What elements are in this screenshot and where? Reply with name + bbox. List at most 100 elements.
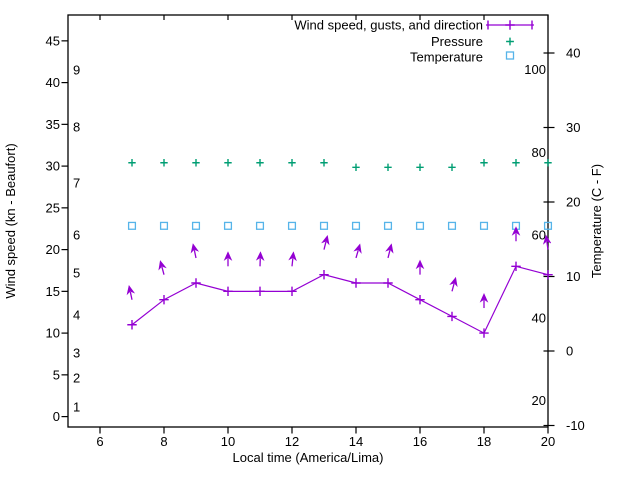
beaufort-label: 7 — [73, 176, 80, 191]
x-tick-label: 10 — [221, 434, 235, 449]
pressure-marker — [544, 159, 552, 167]
kn-tick-label: 30 — [46, 159, 60, 174]
wind-marker — [415, 295, 425, 305]
legend-label: Pressure — [431, 34, 483, 49]
c-tick-label: 10 — [566, 269, 580, 284]
wind-direction-arrow — [288, 251, 297, 267]
temperature-marker — [543, 221, 553, 230]
temperature-marker — [223, 221, 233, 230]
legend-temperature-marker — [505, 51, 515, 60]
wind-marker — [383, 278, 393, 288]
x-tick-label: 16 — [413, 434, 427, 449]
pressure-marker — [384, 163, 392, 172]
wind-direction-arrow — [190, 243, 200, 259]
wind-direction-arrow — [353, 243, 362, 259]
wind-direction-arrow — [479, 293, 489, 309]
temperature-marker — [319, 221, 329, 230]
c-tick-label: -10 — [566, 418, 585, 433]
kn-tick-label: 5 — [53, 367, 60, 382]
legend-wind-marker — [505, 20, 515, 30]
pressure-marker — [320, 159, 328, 167]
x-tick-label: 6 — [96, 434, 103, 449]
f-tick-label: 40 — [532, 310, 546, 325]
kn-tick-label: 35 — [46, 117, 60, 132]
temperature-marker — [127, 221, 137, 230]
temperature-marker — [479, 221, 489, 230]
legend-pressure-marker — [506, 37, 514, 46]
wind-direction-arrow — [542, 234, 551, 250]
wind-direction-arrow — [415, 259, 425, 275]
pressure-marker — [352, 163, 360, 172]
wind-marker — [159, 295, 169, 305]
kn-tick-label: 45 — [46, 33, 60, 48]
beaufort-label: 1 — [73, 400, 80, 415]
f-tick-label: 100 — [524, 62, 546, 77]
f-tick-label: 80 — [532, 145, 546, 160]
kn-tick-label: 0 — [53, 409, 60, 424]
wind-direction-arrow — [255, 251, 265, 267]
kn-tick-label: 20 — [46, 242, 60, 257]
beaufort-label: 5 — [73, 266, 80, 281]
pressure-marker — [128, 159, 136, 167]
left-axis-title: Wind speed (kn - Beaufort) — [3, 143, 18, 298]
wind-marker — [127, 320, 137, 330]
pressure-marker — [160, 159, 168, 167]
beaufort-label: 3 — [73, 346, 80, 361]
temperature-marker — [415, 221, 425, 230]
temperature-marker — [383, 221, 393, 230]
pressure-marker — [512, 159, 520, 167]
f-tick-label: 60 — [532, 228, 546, 243]
kn-tick-label: 10 — [46, 326, 60, 341]
beaufort-label: 8 — [73, 120, 80, 135]
wind-marker — [319, 269, 329, 280]
x-tick-label: 14 — [349, 434, 363, 449]
c-tick-label: 0 — [566, 344, 573, 359]
temperature-marker — [191, 221, 201, 230]
pressure-marker — [448, 163, 456, 172]
right-axis-title: Temperature (C - F) — [589, 164, 604, 278]
wind-direction-arrows — [126, 226, 551, 309]
legend-label: Wind speed, gusts, and direction — [294, 18, 483, 33]
wind-marker — [543, 269, 553, 280]
wind-direction-arrow — [449, 276, 458, 292]
temperature-marker — [287, 221, 297, 230]
pressure-marker — [224, 159, 232, 167]
x-axis-title: Local time (America/Lima) — [233, 450, 384, 465]
beaufort-label: 6 — [73, 228, 80, 243]
x-tick-label: 12 — [285, 434, 299, 449]
wind-direction-arrow — [321, 235, 330, 250]
kn-tick-label: 25 — [46, 200, 60, 215]
wind-marker — [255, 286, 265, 297]
legend-label: Temperature — [410, 50, 483, 65]
x-tick-label: 18 — [477, 434, 491, 449]
wind-direction-arrow — [223, 251, 233, 267]
beaufort-label: 4 — [73, 308, 80, 323]
wind-direction-arrow — [511, 226, 521, 242]
c-tick-label: 30 — [566, 120, 580, 135]
temperature-marker — [351, 221, 361, 230]
pressure-marker — [256, 159, 264, 167]
pressure-marker — [192, 159, 200, 167]
c-tick-label: 40 — [566, 46, 580, 61]
plot-border — [67, 14, 549, 428]
wind-marker — [479, 328, 489, 338]
wind-direction-arrow — [158, 260, 167, 275]
pressure-marker — [416, 163, 424, 172]
wind-marker — [511, 261, 521, 271]
kn-tick-label: 15 — [46, 284, 60, 299]
wind-direction-arrow — [385, 243, 394, 259]
wind-marker — [351, 278, 361, 288]
wind-marker — [223, 286, 233, 297]
pressure-marker — [480, 159, 488, 167]
temperature-marker — [447, 221, 457, 230]
temperature-marker — [159, 221, 169, 230]
wind-marker — [447, 311, 457, 322]
c-tick-label: 20 — [566, 195, 580, 210]
kn-tick-label: 40 — [46, 75, 60, 90]
legend: Wind speed, gusts, and directionPressure… — [294, 18, 534, 65]
beaufort-label: 9 — [73, 63, 80, 78]
wind-direction-arrow — [126, 284, 136, 300]
